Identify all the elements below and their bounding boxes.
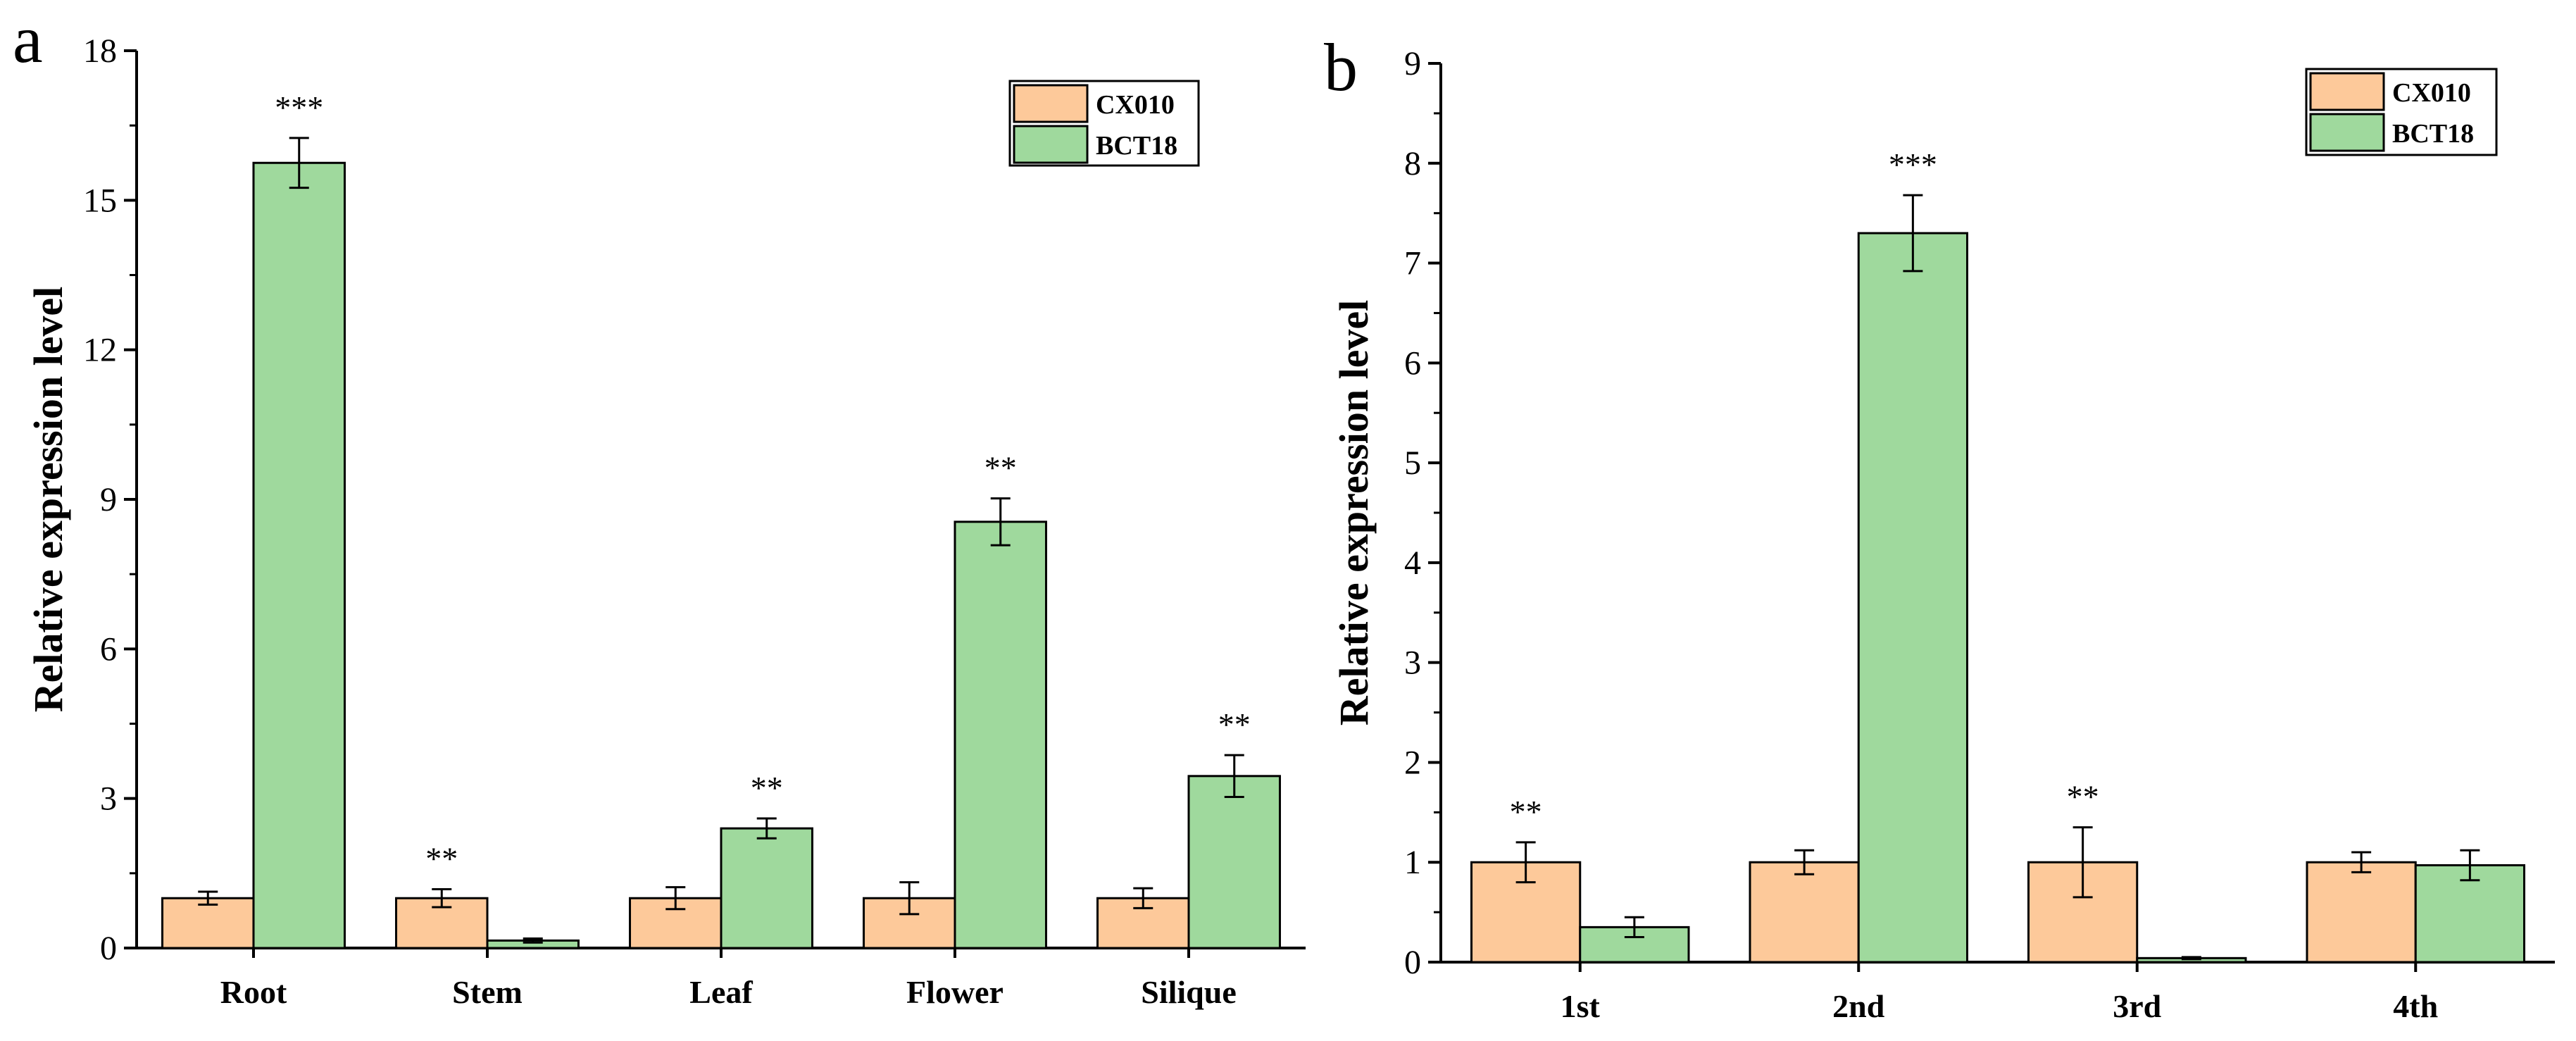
y-tick-label: 18 <box>83 32 117 70</box>
bar-cx010 <box>161 897 255 949</box>
x-tick-label: 2nd <box>1832 988 1885 1024</box>
panel-b: b Relative expression level 0 1 2 3 4 5 6 7 8 9 1st 2… <box>1324 30 2555 1024</box>
x-tick-label: 1st <box>1561 988 1601 1024</box>
significance-label: ** <box>1510 794 1542 830</box>
y-axis-title: Relative expression level <box>25 287 71 713</box>
y-tick-label: 4 <box>1404 544 1421 582</box>
y-tick-label: 6 <box>1404 344 1421 382</box>
x-tick-label: Stem <box>452 974 523 1010</box>
y-tick-label: 3 <box>1404 644 1421 682</box>
legend-swatch-cx010 <box>2309 72 2385 111</box>
significance-label: ** <box>2067 779 2099 815</box>
y-axis-title: Relative expression level <box>1331 300 1377 726</box>
y-tick-label: 6 <box>100 630 117 668</box>
y-tick-label: 0 <box>1404 944 1421 981</box>
panel-letter: b <box>1324 30 1358 105</box>
y-tick-label: 1 <box>1404 844 1421 881</box>
panel-a: a Relative expression level 0 3 6 9 12 15 18 Root… <box>13 1 1306 1010</box>
y-tick-label: 2 <box>1404 744 1421 781</box>
y-tick-label: 9 <box>100 481 117 518</box>
x-tick-label: Leaf <box>689 974 753 1010</box>
panel-letter: a <box>13 1 43 77</box>
bar-bct18 <box>252 161 346 949</box>
y-tick-label: 5 <box>1404 444 1421 482</box>
y-tick-label: 12 <box>83 332 117 369</box>
significance-label: ** <box>984 450 1017 486</box>
bar-cx010 <box>1749 861 1860 964</box>
legend-swatch-cx010 <box>1013 84 1089 123</box>
bar-cx010 <box>2306 861 2417 964</box>
x-tick-label: 4th <box>2393 988 2438 1024</box>
legend-label-cx010: CX010 <box>1096 90 1175 120</box>
bar-bct18 <box>1187 775 1281 949</box>
x-tick-label: Flower <box>906 974 1003 1010</box>
y-tick-label: 7 <box>1404 245 1421 282</box>
significance-label: ** <box>425 840 458 876</box>
legend-label-bct18: BCT18 <box>2392 119 2474 149</box>
x-tick-label: Silique <box>1141 974 1237 1010</box>
bar-bct18 <box>1857 232 1968 964</box>
legend-swatch-bct18 <box>2309 113 2385 152</box>
bar-cx010 <box>629 897 723 949</box>
x-tick-label: 3rd <box>2113 988 2161 1024</box>
significance-label: ** <box>1218 706 1251 742</box>
y-tick-label: 0 <box>100 930 117 967</box>
y-tick-label: 3 <box>100 780 117 818</box>
legend-label-bct18: BCT18 <box>1096 131 1177 161</box>
y-tick-label: 8 <box>1404 145 1421 182</box>
x-tick-label: Root <box>220 974 287 1010</box>
significance-label: *** <box>1889 147 1937 182</box>
bar-bct18 <box>720 827 813 949</box>
bar-bct18 <box>954 520 1047 949</box>
legend-swatch-bct18 <box>1013 125 1089 164</box>
significance-label: ** <box>751 770 783 806</box>
y-tick-label: 15 <box>83 182 117 219</box>
y-tick-label: 9 <box>1404 45 1421 82</box>
significance-label: *** <box>275 89 323 125</box>
legend-label-cx010: CX010 <box>2392 78 2471 108</box>
